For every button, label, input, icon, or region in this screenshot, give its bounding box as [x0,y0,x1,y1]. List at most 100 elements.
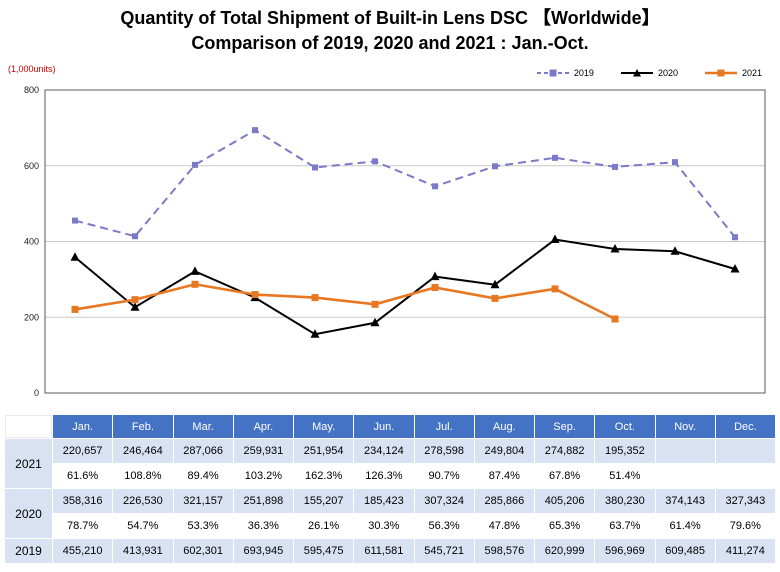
value-cell: 374,143 [655,489,715,513]
marker-2020 [70,252,80,261]
month-header: Sep. [535,415,595,438]
value-cell: 358,316 [53,489,113,513]
pct-cell: 87.4% [474,464,534,488]
value-cell: 220,657 [53,439,113,463]
month-header: Dec. [715,415,775,438]
value-cell: 321,157 [173,489,233,513]
legend-swatch-2021 [704,69,737,77]
pct-cell: 56.3% [414,514,474,538]
value-cell: 274,882 [535,439,595,463]
month-header: Nov. [655,415,715,438]
table-row-pct: 61.6% 108.8% 89.4% 103.2% 162.3% 126.3% 90.7% 8… [5,464,775,488]
legend-swatch-2020 [620,69,653,77]
marker-2021 [491,294,499,302]
data-table-section: Jan. Feb. Mar. Apr. May. Jun. Jul. Aug. Sep. Oct.… [0,408,780,564]
value-cell: 287,066 [173,439,233,463]
series-line-2021 [74,282,616,321]
pct-cell: 162.3% [294,464,354,488]
value-cell: 598,576 [474,539,534,563]
chart-title-line2: Comparison of 2019, 2020 and 2021 : Jan.… [191,33,589,53]
pct-cell: 36.3% [233,514,293,538]
value-cell: 611,581 [354,539,414,563]
value-cell: 411,274 [715,539,775,563]
month-header: Mar. [173,415,233,438]
value-cell: 185,423 [354,489,414,513]
pct-cell: 26.1% [294,514,354,538]
value-cell: 595,475 [294,539,354,563]
chart-area: 0 200 400 600 800 (1,000units) 2019 2020 202… [0,56,780,408]
pct-cell: 63.7% [595,514,655,538]
year-label-2019: 2019 [5,539,52,563]
chart-title: Quantity of Total Shipment of Built-in L… [0,0,780,56]
marker-2020 [370,317,380,327]
year-label-2020: 2020 [5,489,52,538]
marker-2020 [670,246,680,255]
pct-cell: 90.7% [414,464,474,488]
marker-2021 [71,305,79,313]
marker-2019 [192,161,198,168]
value-cell: 249,804 [474,439,534,463]
month-header-row: Jan. Feb. Mar. Apr. May. Jun. Jul. Aug. Sep. Oct.… [5,415,775,438]
value-cell: 278,598 [414,439,474,463]
chart-legend: 2019 2020 2021 [536,68,762,78]
marker-2019 [432,183,438,190]
marker-2020 [730,264,740,273]
pct-cell: 108.8% [113,464,173,488]
marker-2019 [552,154,558,161]
plot-border [44,89,766,394]
series-line-2019 [74,129,736,238]
legend-item-2021: 2021 [704,68,762,78]
month-header: Feb. [113,415,173,438]
value-cell: 413,931 [113,539,173,563]
pct-cell: 51.4% [595,464,655,488]
value-cell: 251,898 [233,489,293,513]
corner-cell [5,415,52,438]
value-cell: 602,301 [173,539,233,563]
marker-2021 [611,315,619,323]
value-cell: 226,530 [113,489,173,513]
marker-2019 [612,163,618,170]
value-cell: 380,230 [595,489,655,513]
pct-cell [715,464,775,488]
y-axis-unit-label: (1,000units) [8,64,56,74]
marker-2019 [372,158,378,165]
marker-2021 [131,296,139,304]
value-cell: 155,207 [294,489,354,513]
marker-2021 [311,294,319,302]
month-header: Jul. [414,415,474,438]
legend-marker-2021 [717,69,725,77]
marker-2019 [132,233,138,240]
value-cell: 693,945 [233,539,293,563]
legend-label-2019: 2019 [573,68,594,78]
table-row: 2019 455,210 413,931 602,301 693,945 595,475 6… [5,539,775,563]
value-cell: 455,210 [53,539,113,563]
pct-cell: 67.8% [535,464,595,488]
data-table: Jan. Feb. Mar. Apr. May. Jun. Jul. Aug. Sep. Oct.… [4,414,776,564]
marker-2021 [251,291,259,299]
marker-2020 [610,243,620,253]
marker-2019 [312,164,318,171]
value-cell: 545,721 [414,539,474,563]
pct-cell: 126.3% [354,464,414,488]
chart-svg: 0 200 400 600 800 [24,85,766,398]
marker-2020 [190,266,200,275]
value-cell: 609,485 [655,539,715,563]
value-cell: 596,969 [595,539,655,563]
pct-cell: 79.6% [715,514,775,538]
value-cell [715,439,775,463]
pct-cell: 54.7% [113,514,173,538]
table-body: 2021 220,657 246,464 287,066 259,931 251,954 2… [5,439,775,563]
marker-2019 [672,159,678,166]
month-header: Oct. [595,415,655,438]
legend-swatch-2019 [536,69,569,77]
value-cell [655,439,715,463]
pct-cell [655,464,715,488]
value-cell: 246,464 [113,439,173,463]
marker-2020 [490,279,500,289]
value-cell: 234,124 [354,439,414,463]
y-tick-label: 400 [24,237,39,247]
table-row-pct: 78.7% 54.7% 53.3% 36.3% 26.1% 30.3% 56.3% 47.8%… [5,514,775,538]
y-tick-label: 200 [24,312,39,322]
y-tick-label: 800 [24,85,39,95]
legend-label-2020: 2020 [657,68,678,78]
